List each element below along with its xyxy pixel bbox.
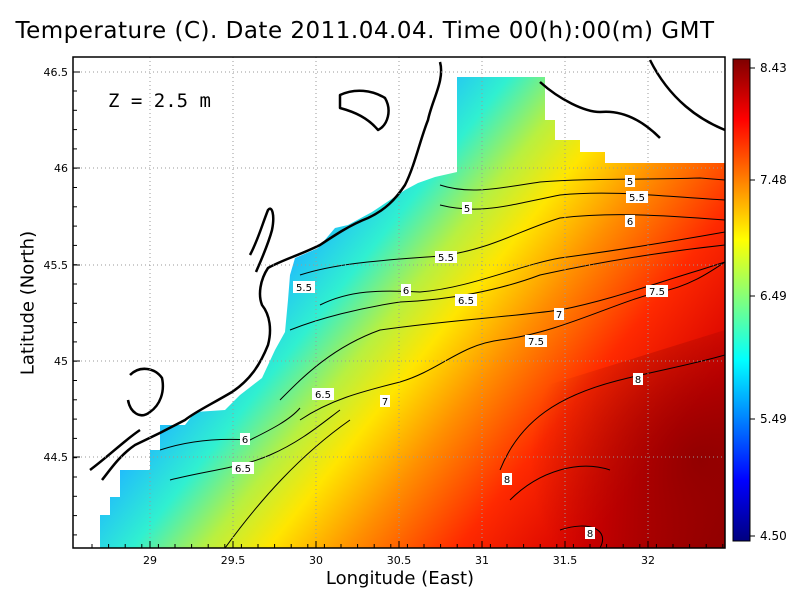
contour-label-bg xyxy=(380,395,390,407)
contour-label: 7 xyxy=(556,310,562,321)
contour-label-bg xyxy=(401,284,411,296)
contour-label: 7 xyxy=(382,397,388,408)
contour-label-bg xyxy=(240,433,250,445)
y-tick-label: 46.5 xyxy=(44,66,69,79)
contour-label: 7.5 xyxy=(649,287,665,298)
contour-label: 5.5 xyxy=(438,253,454,264)
depth-label: Z = 2.5 m xyxy=(108,90,211,112)
contour-label: 6.5 xyxy=(458,296,474,307)
colorbar-tick-label: 7.48 xyxy=(760,173,787,187)
colorbar-tick-label: 6.49 xyxy=(760,289,787,303)
contour-label-bg xyxy=(554,308,564,320)
colorbar-tick-label: 8.43 xyxy=(760,61,787,75)
x-tick-label: 30.5 xyxy=(387,554,412,567)
contour-label-bg xyxy=(646,285,668,297)
x-tick-label: 31 xyxy=(475,554,489,567)
contour-label-bg xyxy=(585,527,595,539)
x-axis-label: Longitude (East) xyxy=(325,568,475,589)
contour-label: 8 xyxy=(587,529,593,540)
warm-core xyxy=(500,330,725,548)
contour-label: 6 xyxy=(627,217,633,228)
x-tick-label: 32 xyxy=(641,554,655,567)
colorbar xyxy=(732,58,751,542)
x-axis-ticks: 29 29.5 30 30.5 31 31.5 32 xyxy=(91,541,724,567)
x-tick-label: 31.5 xyxy=(553,554,578,567)
contour-label-bg xyxy=(462,202,472,214)
contour-label: 7.5 xyxy=(528,337,544,348)
contour-label: 5.5 xyxy=(629,193,645,204)
colorbar-ticks: 8.43 7.48 6.49 5.49 4.50 xyxy=(750,61,787,543)
y-axis-ticks: 46.5 46 45.5 45 44.5 xyxy=(44,66,80,536)
contour-label: 6.5 xyxy=(235,464,251,475)
contour-label-bg xyxy=(626,191,648,203)
y-tick-label: 45 xyxy=(54,355,68,368)
contour-label: 5 xyxy=(464,204,470,215)
contour-label-bg xyxy=(435,251,457,263)
contour-label-bg xyxy=(455,294,477,306)
contour-label: 8 xyxy=(635,375,641,386)
contour-label-bg xyxy=(232,462,254,474)
contour-label: 6 xyxy=(242,435,248,446)
temperature-field xyxy=(100,77,725,548)
contour-label-bg xyxy=(312,388,334,400)
map-title: Temperature (C). Date 2011.04.04. Time 0… xyxy=(15,18,715,44)
contour-label-bg xyxy=(525,335,547,347)
x-tick-label: 30 xyxy=(309,554,323,567)
coastline xyxy=(89,59,726,481)
x-tick-label: 29.5 xyxy=(221,554,246,567)
contour-label: 6 xyxy=(403,286,409,297)
grid xyxy=(73,57,725,548)
colorbar-tick-label: 5.49 xyxy=(760,412,787,426)
contour-label-bg xyxy=(293,281,315,293)
x-tick-label: 29 xyxy=(143,554,157,567)
contour-label-bg xyxy=(625,175,635,187)
y-axis-label: Latitude (North) xyxy=(17,230,39,376)
contour-label: 8 xyxy=(504,475,510,486)
contour-labels: 5 5.5 5 5.5 6 5.5 6 6.5 7 7.5 7.5 8 6.5 7 6 6.5 8 8 xyxy=(232,175,668,540)
contour-label: 5.5 xyxy=(296,283,312,294)
contour-label: 6.5 xyxy=(315,390,331,401)
y-tick-label: 45.5 xyxy=(44,259,69,272)
contour-label-bg xyxy=(502,473,512,485)
contour-label-bg xyxy=(625,215,635,227)
contour-label-bg xyxy=(633,373,643,385)
contour-label: 5 xyxy=(627,177,633,188)
colorbar-tick-label: 4.50 xyxy=(760,529,787,543)
y-tick-label: 46 xyxy=(54,162,68,175)
y-tick-label: 44.5 xyxy=(44,451,69,464)
